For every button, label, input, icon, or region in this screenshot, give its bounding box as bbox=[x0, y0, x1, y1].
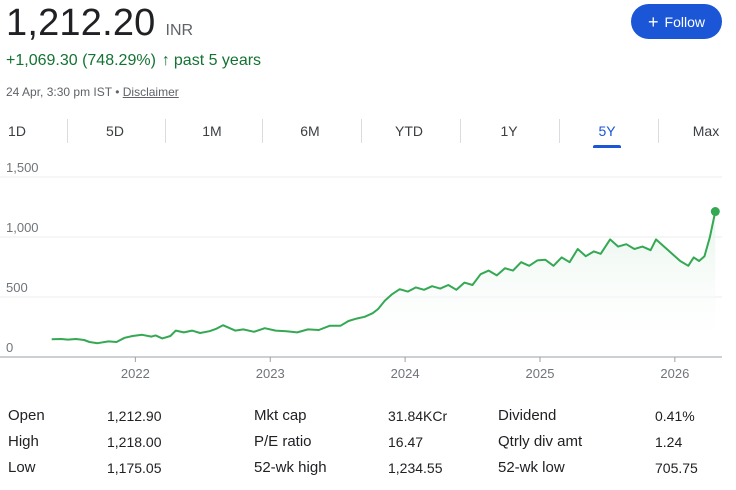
arrow-up-icon: ↑ bbox=[161, 52, 170, 69]
stat-label: Mkt cap bbox=[254, 407, 307, 424]
tab-label: 5Y bbox=[598, 123, 616, 139]
range-tabs: 1D 5D 1M 6M YTD 1Y 5Y Max bbox=[0, 116, 736, 148]
change-value: +1,069.30 (748.29%) bbox=[6, 52, 156, 69]
tab-5d[interactable]: 5D bbox=[85, 116, 145, 146]
quote-meta: 24 Apr, 3:30 pm IST • Disclaimer bbox=[6, 85, 179, 99]
stat-label: Open bbox=[8, 407, 45, 424]
stat-value: 1,212.90 bbox=[107, 408, 162, 424]
stat-label: 52-wk high bbox=[254, 459, 327, 476]
price-line bbox=[51, 211, 717, 345]
tab-divider bbox=[361, 119, 362, 143]
tab-label: 5D bbox=[106, 123, 124, 139]
stat-value: 31.84KCr bbox=[388, 408, 448, 424]
price-header: 1,212.20 INR bbox=[6, 2, 193, 45]
meta-separator: • bbox=[115, 85, 120, 99]
stat-value: 705.75 bbox=[655, 460, 698, 476]
x-tick-label: 2022 bbox=[121, 366, 150, 381]
change-period: past 5 years bbox=[173, 52, 262, 69]
tab-divider bbox=[67, 119, 68, 143]
plus-icon: + bbox=[648, 11, 659, 32]
tab-max[interactable]: Max bbox=[676, 116, 736, 146]
tab-label: 1D bbox=[8, 123, 26, 139]
stat-value: 1.24 bbox=[655, 434, 683, 450]
x-tick-label: 2026 bbox=[660, 366, 689, 381]
y-tick-label: 1,500 bbox=[6, 160, 39, 175]
price-chart: 0 500 1,000 1,500 2022 2023 2024 2025 2026 bbox=[0, 160, 722, 381]
tab-label: 1M bbox=[202, 123, 222, 139]
current-price-marker bbox=[710, 207, 720, 217]
y-tick-label: 0 bbox=[6, 340, 13, 355]
x-tick-label: 2024 bbox=[391, 366, 420, 381]
x-tick-label: 2025 bbox=[526, 366, 555, 381]
tab-divider bbox=[658, 119, 659, 143]
tab-ytd[interactable]: YTD bbox=[379, 116, 439, 146]
tab-1m[interactable]: 1M bbox=[182, 116, 242, 146]
timestamp: 24 Apr, 3:30 pm IST bbox=[6, 85, 112, 99]
tab-1y[interactable]: 1Y bbox=[479, 116, 539, 146]
stat-value: 0.41% bbox=[655, 408, 695, 424]
disclaimer-link[interactable]: Disclaimer bbox=[122, 85, 179, 99]
tab-5y[interactable]: 5Y bbox=[577, 116, 637, 148]
price-area-fill bbox=[51, 211, 716, 357]
stat-value: 1,175.05 bbox=[107, 460, 162, 476]
tab-6m[interactable]: 6M bbox=[280, 116, 340, 146]
tab-1d[interactable]: 1D bbox=[0, 116, 47, 146]
stat-value: 16.47 bbox=[388, 434, 424, 450]
stat-value: 1,218.00 bbox=[107, 434, 162, 450]
currency-label: INR bbox=[165, 22, 194, 39]
stat-label: 52-wk low bbox=[498, 459, 565, 476]
y-tick-label: 500 bbox=[6, 280, 28, 295]
active-tab-indicator bbox=[593, 145, 621, 148]
tab-label: YTD bbox=[395, 123, 423, 139]
tab-divider bbox=[165, 119, 166, 143]
current-price: 1,212.20 bbox=[6, 2, 156, 44]
stat-label: Dividend bbox=[498, 407, 557, 424]
tab-divider bbox=[460, 119, 461, 143]
follow-button[interactable]: + Follow bbox=[631, 4, 722, 39]
stat-value: 1,234.55 bbox=[388, 460, 443, 476]
y-tick-label: 1,000 bbox=[6, 220, 39, 235]
stat-label: Qtrly div amt bbox=[498, 433, 583, 450]
stat-label: P/E ratio bbox=[254, 433, 312, 450]
stat-label: Low bbox=[8, 459, 36, 476]
tab-divider bbox=[262, 119, 263, 143]
tab-label: 1Y bbox=[500, 123, 518, 139]
tab-label: 6M bbox=[300, 123, 320, 139]
stat-label: High bbox=[8, 433, 39, 450]
price-change: +1,069.30 (748.29%) ↑ past 5 years bbox=[6, 52, 261, 70]
x-tick-label: 2023 bbox=[256, 366, 285, 381]
tab-divider bbox=[559, 119, 560, 143]
tab-label: Max bbox=[692, 123, 720, 139]
follow-button-label: Follow bbox=[664, 13, 705, 30]
